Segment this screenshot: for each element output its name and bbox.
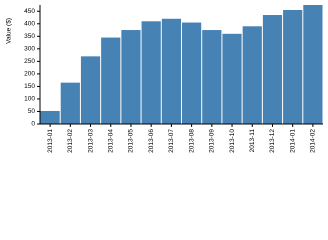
y-tick-label: 150 xyxy=(24,83,35,90)
x-tick-label: 2013-10 xyxy=(229,129,236,153)
x-tick-label: 2013-11 xyxy=(249,129,256,153)
bar xyxy=(242,26,262,124)
y-tick-label: 250 xyxy=(24,58,35,65)
y-tick-label: 350 xyxy=(24,33,35,40)
y-tick-label: 0 xyxy=(31,121,35,128)
x-tick-label: 2013-12 xyxy=(269,129,276,153)
bar xyxy=(222,33,242,124)
bar xyxy=(202,30,222,125)
bar xyxy=(141,21,161,124)
y-tick-label: 200 xyxy=(24,71,35,78)
x-tick-label: 2013-08 xyxy=(188,129,195,153)
y-axis-title: Value ($) xyxy=(6,18,13,44)
bar xyxy=(101,37,121,124)
y-tick-label: 450 xyxy=(24,8,35,15)
x-tick-label: 2013-07 xyxy=(168,129,175,153)
x-tick-label: 2013-01 xyxy=(47,129,54,153)
y-tick-label: 400 xyxy=(24,21,35,28)
x-tick-label: 2013-06 xyxy=(148,129,155,153)
y-tick-label: 50 xyxy=(28,108,36,115)
y-tick-label: 100 xyxy=(24,96,35,103)
x-tick-label: 2013-04 xyxy=(107,129,114,153)
x-tick-label: 2014-01 xyxy=(289,129,296,153)
x-tick-label: 2014-02 xyxy=(310,129,317,153)
x-tick-label: 2013-02 xyxy=(67,129,74,153)
bar xyxy=(60,82,80,124)
bar xyxy=(182,22,202,124)
x-tick-label: 2013-05 xyxy=(128,129,135,153)
bar xyxy=(262,15,283,125)
x-tick-label: 2013-03 xyxy=(87,129,94,153)
bar xyxy=(80,56,101,124)
bar xyxy=(161,18,181,125)
bar xyxy=(121,30,141,125)
chart: Value ($) 2013-01 2013-02 2013-03 2013-04 20… xyxy=(6,5,323,153)
x-tick-label: 2013-09 xyxy=(209,129,216,153)
y-tick-label: 300 xyxy=(24,46,35,53)
bar xyxy=(40,110,60,124)
bar xyxy=(303,5,323,124)
bar xyxy=(283,10,303,124)
